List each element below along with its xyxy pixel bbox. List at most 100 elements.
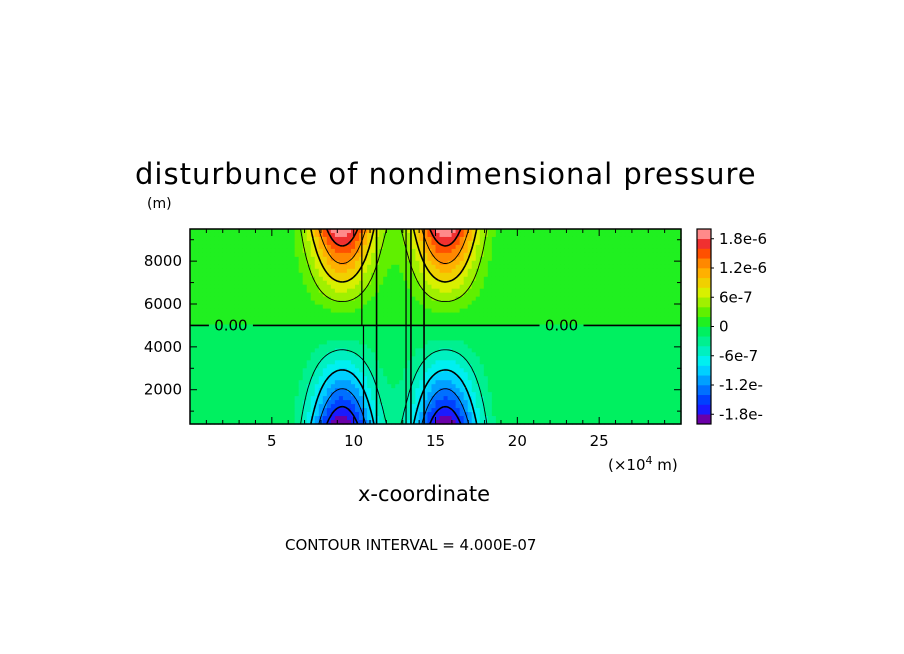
field-cell <box>218 284 223 290</box>
field-cell <box>427 288 433 294</box>
field-cell <box>672 252 678 258</box>
field-cell <box>395 276 400 282</box>
field-cell <box>411 320 416 326</box>
field-cell <box>242 384 247 389</box>
field-cell <box>620 256 626 262</box>
field-cell <box>592 276 598 282</box>
field-cell <box>459 332 465 338</box>
field-cell <box>612 284 618 290</box>
field-cell <box>560 280 565 286</box>
field-cell <box>342 268 348 274</box>
field-cell <box>306 380 312 385</box>
field-cell <box>528 292 533 298</box>
field-cell <box>443 348 449 353</box>
field-cell <box>262 308 268 314</box>
field-cell <box>628 316 634 322</box>
field-cell <box>230 260 235 266</box>
field-cell <box>576 348 581 353</box>
field-cell <box>202 328 207 334</box>
field-cell <box>560 344 565 349</box>
field-cell <box>495 360 501 365</box>
field-cell <box>475 320 481 326</box>
field-cell <box>286 308 292 314</box>
field-cell <box>503 316 509 322</box>
field-cell <box>415 356 420 361</box>
field-cell <box>648 352 654 357</box>
field-cell <box>423 288 429 294</box>
field-cell <box>576 388 581 393</box>
field-cell <box>672 380 678 385</box>
field-cell <box>298 248 304 254</box>
field-cell <box>483 300 489 306</box>
field-cell <box>415 236 420 242</box>
field-cell <box>564 360 569 365</box>
field-cell <box>391 376 396 381</box>
field-cell <box>298 268 304 274</box>
field-cell <box>302 344 308 349</box>
field-cell <box>342 244 348 250</box>
field-cell <box>395 232 400 238</box>
field-cell <box>246 232 251 238</box>
field-cell <box>515 368 521 373</box>
field-cell <box>334 248 340 254</box>
field-cell <box>475 229 481 234</box>
field-cell <box>290 364 296 369</box>
field-cell <box>399 248 404 254</box>
field-cell <box>612 240 618 246</box>
field-cell <box>346 244 352 250</box>
field-cell <box>371 332 376 338</box>
field-cell <box>447 288 453 294</box>
field-cell <box>640 320 646 326</box>
field-cell <box>266 388 272 393</box>
field-cell <box>230 276 235 282</box>
field-cell <box>491 300 497 306</box>
field-cell <box>326 260 332 266</box>
field-cell <box>507 384 513 389</box>
field-cell <box>399 292 404 298</box>
field-cell <box>572 388 577 393</box>
field-cell <box>326 304 332 310</box>
field-cell <box>371 364 376 369</box>
field-cell <box>515 229 521 234</box>
field-cell <box>495 240 501 246</box>
field-cell <box>383 332 388 338</box>
field-cell <box>520 292 525 298</box>
field-cell <box>524 256 529 262</box>
field-cell <box>194 388 199 393</box>
field-cell <box>342 272 348 278</box>
field-cell <box>596 356 602 361</box>
field-cell <box>664 312 670 318</box>
field-cell <box>612 300 618 306</box>
field-cell <box>411 300 416 306</box>
field-cell <box>226 344 231 349</box>
field-cell <box>672 312 678 318</box>
field-cell <box>463 340 469 346</box>
field-cell <box>507 308 513 314</box>
field-cell <box>270 360 276 365</box>
field-cell <box>668 256 674 262</box>
field-cell <box>375 316 380 322</box>
field-cell <box>363 376 368 381</box>
field-cell <box>467 376 473 381</box>
field-cell <box>306 320 312 326</box>
field-cell <box>656 368 662 373</box>
field-cell <box>387 229 392 234</box>
field-cell <box>568 280 573 286</box>
field-cell <box>439 284 445 290</box>
field-cell <box>568 376 573 381</box>
field-cell <box>580 376 586 381</box>
field-cell <box>572 252 577 258</box>
field-cell <box>322 296 328 302</box>
field-cell <box>652 304 658 310</box>
field-cell <box>624 348 630 353</box>
field-cell <box>548 348 553 353</box>
field-cell <box>479 324 485 330</box>
field-cell <box>355 260 360 266</box>
field-cell <box>407 268 412 274</box>
field-cell <box>290 360 296 365</box>
field-cell <box>540 252 545 258</box>
field-cell <box>226 340 231 346</box>
field-cell <box>459 292 465 298</box>
field-cell <box>524 308 529 314</box>
field-cell <box>338 232 344 238</box>
